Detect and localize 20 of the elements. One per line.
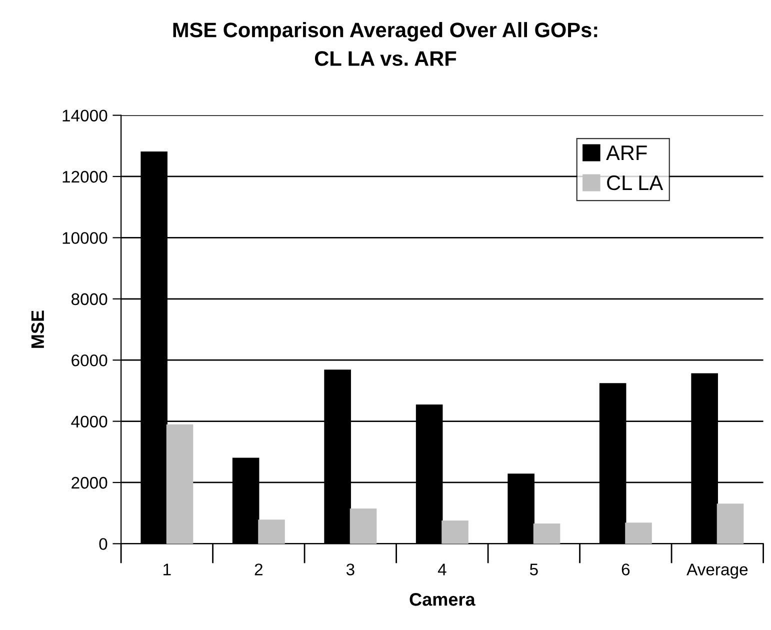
y-axis-title: MSE	[31, 310, 44, 348]
y-tick-label: 2000	[72, 476, 108, 489]
y-tick-label: 6000	[72, 354, 108, 366]
y-tick-label: 0	[99, 538, 108, 550]
y-tick-label: 12000	[62, 170, 108, 183]
legend-label: ARF	[606, 146, 647, 160]
x-tick-label: 5	[530, 564, 538, 576]
legend-label: CL LA	[607, 175, 664, 190]
y-tick-label: 8000	[72, 293, 108, 306]
x-tick-label: 2	[254, 564, 262, 576]
y-tick-label: 10000	[62, 232, 108, 244]
chart-title: MSE Comparison Averaged Over All GOPs: CL LA vs. ARF	[173, 22, 598, 66]
y-tick-label: 4000	[71, 416, 108, 428]
x-tick-label: 1	[164, 564, 171, 576]
x-tick-label: 3	[346, 564, 354, 576]
x-tick-label: Average	[686, 564, 748, 579]
x-tick-label: 6	[622, 564, 630, 576]
y-tick-label: 14000	[62, 110, 108, 122]
x-tick-label: 4	[438, 564, 446, 576]
x-axis-title: Camera	[410, 593, 476, 606]
